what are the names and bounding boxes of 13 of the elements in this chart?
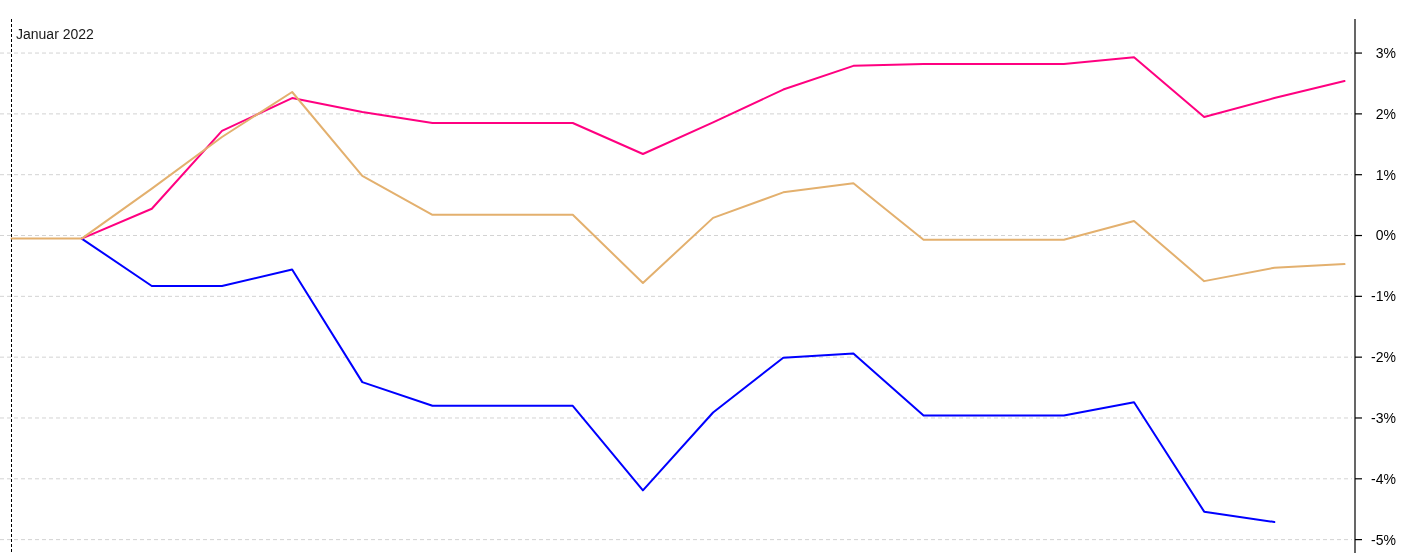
y-tick-label: 0% [1375, 227, 1396, 244]
line-series [80, 237, 1276, 523]
y-tick-label: 2% [1375, 105, 1396, 122]
line-series [80, 56, 1346, 240]
y-tick-label: 1% [1375, 166, 1396, 183]
y-tick-label: -1% [1371, 288, 1396, 305]
y-tick-label: 3% [1375, 44, 1396, 61]
y-tick-label: -4% [1371, 470, 1396, 487]
y-tick-label: -5% [1371, 531, 1396, 548]
y-tick-label: -3% [1371, 409, 1396, 426]
line-series [10, 90, 1346, 284]
annotation: Januar 2022 [16, 26, 95, 42]
y-tick-label: -2% [1371, 349, 1396, 366]
